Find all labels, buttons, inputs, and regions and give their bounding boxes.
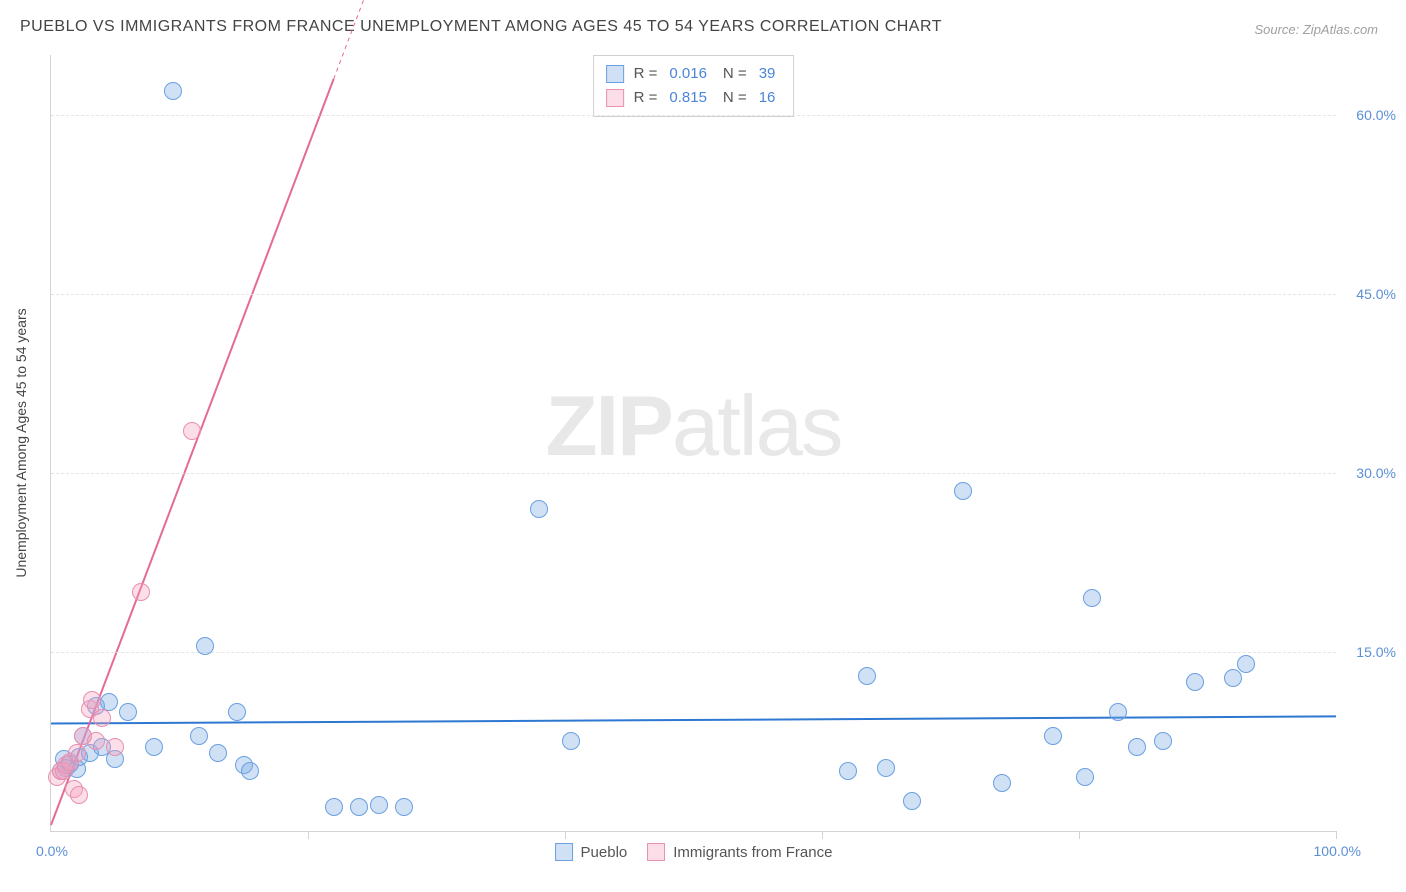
data-point-france [106,738,124,756]
data-point-pueblo [164,82,182,100]
scatter-chart: Unemployment Among Ages 45 to 54 years Z… [50,55,1336,832]
data-point-pueblo [1083,589,1101,607]
data-point-pueblo [1128,738,1146,756]
y-tick-label: 45.0% [1341,286,1396,302]
r-label: R = [634,62,658,86]
data-point-pueblo [196,637,214,655]
data-point-pueblo [562,732,580,750]
n-value: 39 [759,62,776,86]
data-point-pueblo [370,796,388,814]
data-point-pueblo [145,738,163,756]
data-point-pueblo [395,798,413,816]
y-axis-title: Unemployment Among Ages 45 to 54 years [13,308,29,577]
gridline [51,473,1336,474]
data-point-pueblo [1237,655,1255,673]
legend-item-pueblo: Pueblo [555,843,628,861]
gridline [51,294,1336,295]
legend-swatch [606,89,624,107]
data-point-france [183,422,201,440]
legend-swatch [606,65,624,83]
data-point-france [68,744,86,762]
x-tick [1336,831,1337,839]
data-point-pueblo [1154,732,1172,750]
data-point-pueblo [1186,673,1204,691]
data-point-pueblo [877,759,895,777]
stats-row-france: R = 0.815 N = 16 [606,86,782,110]
data-point-pueblo [1109,703,1127,721]
legend-label: Pueblo [581,844,628,861]
y-tick-label: 60.0% [1341,107,1396,123]
n-label: N = [723,86,747,110]
data-point-france [93,709,111,727]
data-point-pueblo [839,762,857,780]
chart-title: PUEBLO VS IMMIGRANTS FROM FRANCE UNEMPLO… [20,18,942,36]
data-point-pueblo [119,703,137,721]
y-tick-label: 30.0% [1341,465,1396,481]
n-value: 16 [759,86,776,110]
r-label: R = [634,86,658,110]
data-point-pueblo [993,774,1011,792]
x-tick [822,831,823,839]
data-point-pueblo [350,798,368,816]
x-tick [565,831,566,839]
x-tick [308,831,309,839]
r-value: 0.016 [669,62,707,86]
gridline [51,652,1336,653]
source-attribution: Source: ZipAtlas.com [1254,22,1378,37]
x-axis-min-label: 0.0% [36,843,68,859]
data-point-pueblo [1076,768,1094,786]
legend-swatch [555,843,573,861]
n-label: N = [723,62,747,86]
data-point-pueblo [241,762,259,780]
data-point-france [70,786,88,804]
x-axis-max-label: 100.0% [1314,843,1361,859]
watermark: ZIPatlas [546,378,842,476]
data-point-pueblo [954,482,972,500]
data-point-france [132,583,150,601]
data-point-pueblo [190,727,208,745]
legend-label: Immigrants from France [673,844,832,861]
data-point-pueblo [209,744,227,762]
x-tick [1079,831,1080,839]
data-point-pueblo [530,500,548,518]
data-point-pueblo [228,703,246,721]
r-value: 0.815 [669,86,707,110]
y-tick-label: 15.0% [1341,644,1396,660]
gridline [51,115,1336,116]
data-point-pueblo [1224,669,1242,687]
data-point-france [83,691,101,709]
data-point-pueblo [903,792,921,810]
data-point-france [87,732,105,750]
data-point-pueblo [325,798,343,816]
data-point-pueblo [858,667,876,685]
data-point-pueblo [1044,727,1062,745]
legend-item-france: Immigrants from France [647,843,832,861]
series-legend: Pueblo Immigrants from France [555,843,833,861]
stats-row-pueblo: R = 0.016 N = 39 [606,62,782,86]
stats-legend: R = 0.016 N = 39 R = 0.815 N = 16 [593,55,795,117]
legend-swatch [647,843,665,861]
trend-line-extrapolation [334,0,376,79]
